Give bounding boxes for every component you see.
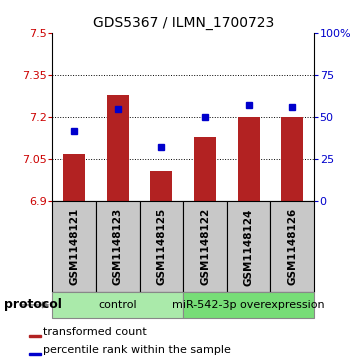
Text: percentile rank within the sample: percentile rank within the sample: [43, 345, 231, 355]
Text: control: control: [99, 300, 137, 310]
Bar: [29, 353, 40, 355]
Bar: [183, 292, 314, 318]
Bar: [52, 292, 183, 318]
Text: GSM1148125: GSM1148125: [156, 208, 166, 285]
Title: GDS5367 / ILMN_1700723: GDS5367 / ILMN_1700723: [92, 16, 274, 30]
Bar: [140, 201, 183, 292]
Bar: [270, 201, 314, 292]
Text: transformed count: transformed count: [43, 327, 147, 337]
Text: GSM1148122: GSM1148122: [200, 208, 210, 285]
Bar: [281, 117, 303, 201]
Text: GSM1148121: GSM1148121: [69, 208, 79, 285]
Bar: [238, 117, 260, 201]
Bar: [52, 201, 96, 292]
Text: GSM1148126: GSM1148126: [287, 208, 297, 285]
Text: miR-542-3p overexpression: miR-542-3p overexpression: [172, 300, 325, 310]
Bar: [107, 94, 129, 201]
Text: GSM1148123: GSM1148123: [113, 208, 123, 285]
Bar: [96, 201, 140, 292]
Bar: [151, 171, 172, 201]
Bar: [29, 335, 40, 337]
Text: protocol: protocol: [4, 298, 61, 311]
Bar: [227, 201, 270, 292]
Text: GSM1148124: GSM1148124: [244, 208, 254, 286]
Bar: [183, 201, 227, 292]
Bar: [63, 154, 85, 201]
Bar: [194, 137, 216, 201]
